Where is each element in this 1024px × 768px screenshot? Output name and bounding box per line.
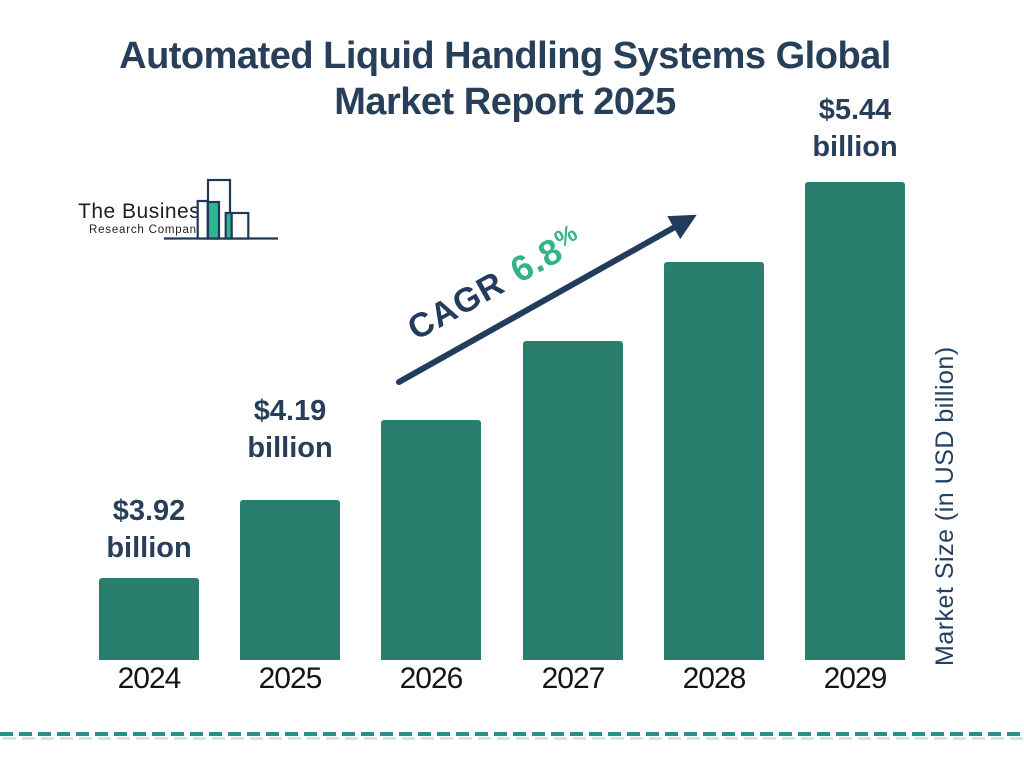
bar-2025 [240,500,340,660]
brand-logo: The Business Research Company [70,178,300,246]
bar-2026 [381,420,481,660]
value-label-2024: $3.92 billion [69,493,229,567]
value-label-amount: $4.19 [253,395,327,427]
value-label-unit: billion [812,131,898,163]
x-axis-label-2024: 2024 [117,662,182,695]
x-axis-label-2028: 2028 [682,662,747,695]
cagr-annotation: CAGR6.8% [400,186,648,349]
value-label-2025: $4.19 billion [210,393,370,467]
value-label-unit: billion [247,432,333,464]
x-axis-label-2026: 2026 [399,662,464,695]
value-label-unit: billion [106,532,192,564]
y-axis-label: Market Size (in USD billion) [931,346,959,666]
value-label-amount: $3.92 [112,495,186,527]
bar-2024 [99,578,199,660]
x-axis-label-2025: 2025 [258,662,323,695]
brand-name: The Business [78,200,212,223]
x-axis-label-2029: 2029 [823,662,888,695]
chart-title-line2: Market Report 2025 [334,81,676,123]
chart-title: Automated Liquid Handling Systems Global… [0,33,1010,125]
brand-subname: Research Company [89,224,204,236]
x-axis-label-2027: 2027 [541,662,606,695]
value-label-2029: $5.44 billion [775,92,935,166]
chart-title-line1: Automated Liquid Handling Systems Global [119,35,891,77]
bar-2028 [664,262,764,660]
value-label-amount: $5.44 [818,94,892,126]
bar-chart-logo-icon [164,178,278,240]
bar-2027 [523,341,623,660]
cagr-label: CAGR [401,264,511,348]
bar-2029 [805,182,905,660]
